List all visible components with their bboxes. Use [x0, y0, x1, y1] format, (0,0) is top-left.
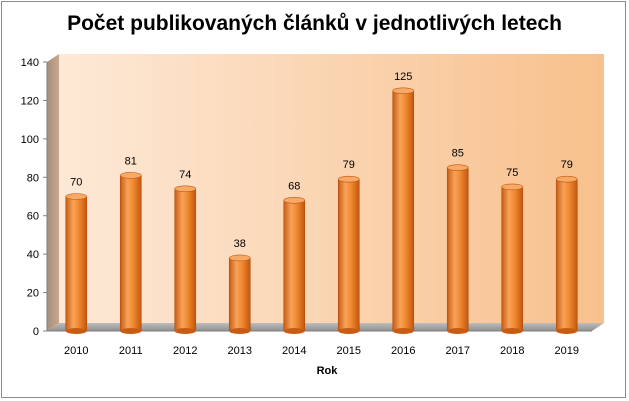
bar [501, 183, 524, 334]
x-tick-label: 2017 [446, 345, 470, 357]
x-axis-title: Rok [317, 365, 339, 377]
y-tick-label: 40 [27, 249, 39, 261]
bar-body [501, 186, 524, 332]
y-tick-label: 140 [21, 57, 39, 69]
y-tick-label: 20 [27, 288, 39, 300]
bar-top [228, 254, 251, 262]
data-label: 81 [125, 155, 137, 167]
bar-base [556, 328, 578, 334]
y-tick-label: 100 [21, 134, 39, 146]
bar-base [338, 328, 360, 334]
data-label: 74 [179, 169, 191, 181]
x-tick-label: 2016 [391, 345, 415, 357]
x-tick-label: 2011 [119, 345, 143, 357]
bar-base [65, 328, 87, 334]
x-tick-label: 2015 [337, 345, 361, 357]
data-label: 75 [506, 167, 518, 179]
bar-base [229, 328, 251, 334]
x-tick-label: 2013 [228, 345, 252, 357]
bar [283, 197, 306, 334]
bar-base [283, 328, 305, 334]
bar-base [392, 328, 414, 334]
bar-body [228, 257, 251, 332]
bar-base [120, 328, 142, 334]
bar [119, 172, 142, 334]
data-label: 85 [452, 148, 464, 160]
bar-body [174, 188, 197, 332]
x-tick-label: 2018 [500, 345, 524, 357]
chart-side-wall [47, 54, 59, 331]
bar [174, 185, 197, 334]
y-tick-label: 0 [33, 326, 39, 338]
bar-top [119, 172, 142, 179]
data-label: 38 [234, 238, 246, 250]
bar-base [501, 328, 523, 334]
bar-body [65, 196, 88, 332]
bar-base [447, 328, 469, 334]
bar-top [337, 175, 360, 183]
bar-top [174, 185, 197, 193]
bar-body [283, 200, 306, 332]
bar-top [65, 193, 88, 200]
bar [555, 175, 578, 334]
bar [228, 254, 251, 334]
bar-top [446, 164, 469, 171]
bar-top [555, 175, 578, 183]
bar-top [283, 197, 306, 204]
bar-body [392, 90, 415, 332]
bar-body [555, 178, 578, 332]
bar-body [337, 178, 360, 332]
y-tick-label: 120 [21, 95, 39, 107]
bar [337, 175, 360, 334]
bar-body [446, 167, 469, 332]
data-label: 79 [561, 159, 573, 171]
bar-top [392, 87, 415, 95]
chart-title: Počet publikovaných článků v jednotlivýc… [67, 12, 562, 35]
data-label: 70 [70, 177, 82, 189]
bar [392, 87, 415, 334]
bar [65, 193, 88, 334]
y-tick-label: 60 [27, 211, 39, 223]
bar [446, 164, 469, 334]
x-tick-label: 2014 [282, 345, 306, 357]
data-label: 68 [288, 180, 300, 192]
x-tick-label: 2019 [555, 345, 579, 357]
bar-body [119, 175, 142, 332]
data-label: 79 [343, 159, 355, 171]
bar-top [501, 183, 524, 191]
x-tick-label: 2012 [173, 345, 197, 357]
y-tick-label: 80 [27, 172, 39, 184]
data-label: 125 [394, 71, 412, 83]
bar-base [174, 328, 196, 334]
x-tick-label: 2010 [64, 345, 88, 357]
